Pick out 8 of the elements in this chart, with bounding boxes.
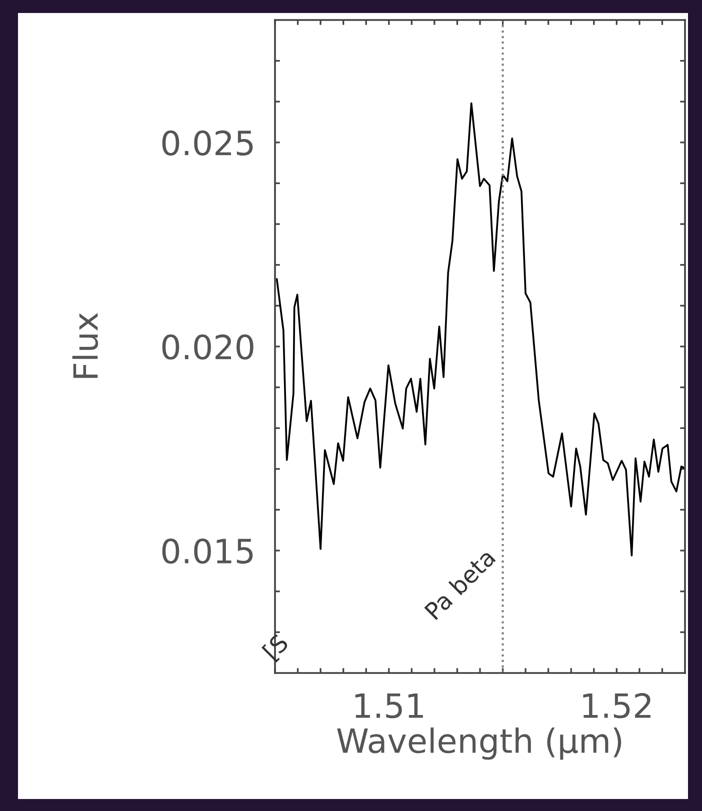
annotation: [S: [262, 632, 292, 662]
y-tick-label: 0.025: [162, 130, 253, 156]
y-tick-label: 0.015: [162, 538, 253, 564]
y-tick-label: 0.020: [162, 334, 254, 360]
y-axis-title: Flux: [72, 312, 98, 378]
x-tick-label: 1.51: [355, 693, 423, 718]
x-axis-title: Wavelength (µm): [337, 727, 622, 760]
x-tick-label: 1.52: [583, 693, 650, 718]
